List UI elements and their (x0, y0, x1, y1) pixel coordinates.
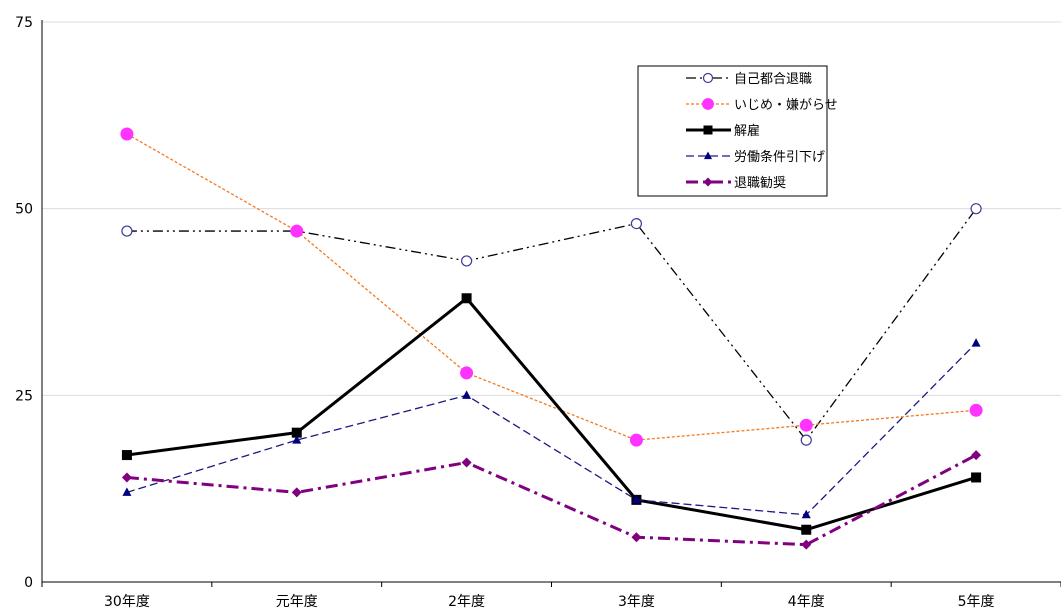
data-point (970, 203, 982, 215)
data-point (971, 472, 982, 483)
data-point (461, 457, 472, 468)
data-point (801, 509, 811, 519)
data-point (969, 403, 983, 417)
legend-entry: 解雇 (686, 123, 760, 139)
data-point (801, 539, 812, 550)
grid-lines (42, 21, 1061, 396)
y-tick-label: 75 (15, 15, 33, 31)
data-point (121, 472, 132, 483)
y-tick-label: 25 (15, 388, 33, 404)
y-tick-label: 0 (24, 575, 33, 591)
series-group (121, 450, 982, 550)
legend-label: 解雇 (734, 123, 760, 139)
data-point (702, 98, 714, 110)
data-point (630, 218, 643, 230)
series-line (126, 133, 977, 441)
legend-label: 労働条件引下げ (734, 149, 825, 165)
data-point (292, 435, 302, 444)
data-point (799, 418, 813, 432)
axes: 0 25 50 75 30年度 元年度 2年度 3年度 4年度 5年度 (15, 15, 1061, 609)
data-point (703, 125, 713, 135)
data-point (291, 427, 302, 438)
series-lines (120, 127, 983, 550)
data-point (290, 224, 304, 238)
data-point (629, 433, 643, 447)
legend-entry: 自己都合退職 (686, 72, 812, 87)
data-point (703, 177, 713, 187)
data-point (702, 72, 714, 84)
x-tick-label: 5年度 (958, 594, 995, 609)
legend-entry: いじめ・嫌がらせ (686, 98, 838, 113)
data-point (122, 487, 132, 496)
data-point (121, 225, 133, 237)
series-line (126, 342, 977, 516)
data-point (460, 255, 473, 267)
data-point (631, 494, 641, 504)
legend-label: 自己都合退職 (734, 72, 812, 87)
series-line (126, 453, 977, 547)
data-point (120, 127, 134, 141)
data-point (971, 450, 982, 461)
data-point (461, 293, 472, 304)
legend-entry: 退職勧奨 (686, 175, 786, 191)
x-tick-label: 3年度 (618, 594, 655, 609)
data-point (800, 434, 812, 446)
series-line (126, 296, 977, 532)
legend-label: いじめ・嫌がらせ (734, 98, 838, 113)
series-group (121, 203, 982, 446)
legend-label: 退職勧奨 (734, 175, 786, 191)
data-point (801, 524, 812, 535)
data-point (291, 487, 302, 498)
series-group (122, 338, 981, 519)
data-point (121, 450, 132, 461)
x-tick-label: 4年度 (788, 594, 825, 609)
legend-entry: 労働条件引下げ (686, 149, 825, 165)
data-point (703, 151, 713, 160)
data-point (462, 390, 472, 399)
y-tick-label: 50 (15, 202, 33, 218)
legend-box (637, 65, 828, 197)
data-point (460, 366, 474, 380)
data-point (971, 338, 981, 347)
data-point (631, 532, 642, 543)
x-tick-label: 30年度 (104, 594, 150, 609)
series-line (126, 208, 977, 441)
x-tick-label: 2年度 (448, 594, 485, 609)
x-tick-label: 元年度 (276, 594, 318, 609)
series-group (120, 127, 983, 447)
